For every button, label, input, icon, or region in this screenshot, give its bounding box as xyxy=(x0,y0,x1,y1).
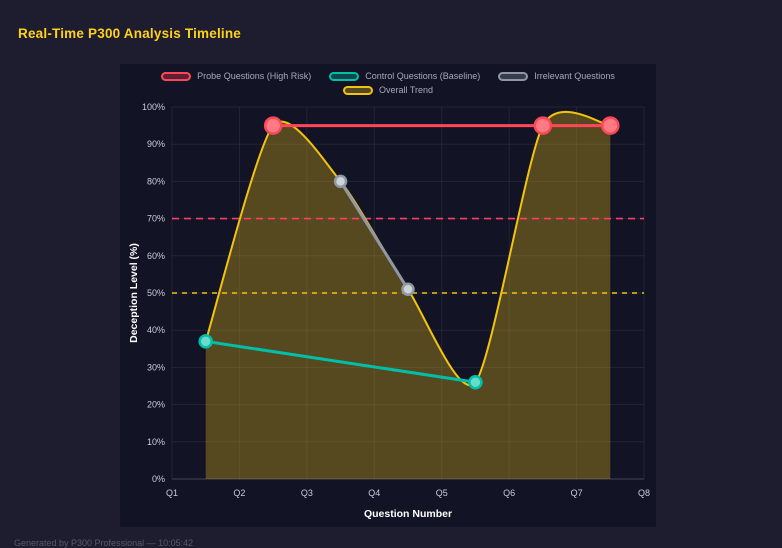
timeline-chart: 0% 10% 20% 30% 40% 50% 60% 70% 80% 90% 100% Q1 Q2 Q3 Q… xyxy=(142,102,650,498)
legend-label: Probe Questions (High Risk) xyxy=(197,71,312,81)
x-axis-tick-label: Q4 xyxy=(368,488,380,498)
page-title: Real-Time P300 Analysis Timeline xyxy=(18,26,242,41)
y-axis-tick-label: 30% xyxy=(147,362,165,372)
legend-swatch xyxy=(161,71,192,81)
y-axis-tick-label: 10% xyxy=(147,437,165,447)
legend-item-probe[interactable]: Probe Questions (High Risk) xyxy=(161,71,311,81)
legend-row-1: Probe Questions (High Risk) Control Ques… xyxy=(161,71,615,81)
x-axis-tick-label: Q5 xyxy=(436,488,448,498)
legend-label: Overall Trend xyxy=(378,85,434,95)
legend-swatch xyxy=(498,71,529,81)
x-axis-tick-label: Q8 xyxy=(638,488,650,498)
x-axis-title: Question Number xyxy=(363,508,453,520)
y-axis-tick-label: 90% xyxy=(147,139,165,149)
legend-row-2: Overall Trend xyxy=(342,85,434,95)
legend-item-trend[interactable]: Overall Trend xyxy=(342,85,434,95)
legend-swatch xyxy=(329,71,360,81)
legend-label: Control Questions (Baseline) xyxy=(365,71,481,81)
legend-swatch xyxy=(342,85,373,95)
series-line xyxy=(204,339,477,384)
legend-item-irrelevant[interactable]: Irrelevant Questions xyxy=(498,71,615,81)
y-axis-tick-label: 0% xyxy=(152,474,165,484)
y-axis-tick-label: 40% xyxy=(147,325,165,335)
series-line xyxy=(339,179,410,291)
y-axis-tick-label: 60% xyxy=(147,251,165,261)
data-point-marker[interactable] xyxy=(468,375,483,390)
x-axis-tick-label: Q3 xyxy=(301,488,313,498)
y-axis-tick-label: 20% xyxy=(147,400,165,410)
data-point-marker[interactable] xyxy=(401,282,415,297)
data-point-marker[interactable] xyxy=(333,174,348,189)
data-point-marker[interactable] xyxy=(198,334,213,349)
x-axis-tick-label: Q6 xyxy=(503,488,515,498)
data-point-marker[interactable] xyxy=(263,116,283,135)
y-axis-tick-label: 100% xyxy=(142,102,165,112)
data-point-marker[interactable] xyxy=(533,116,553,135)
legend-item-control[interactable]: Control Questions (Baseline) xyxy=(329,71,480,81)
x-axis-tick-label: Q7 xyxy=(571,488,583,498)
footer-note: Generated by P300 Professional — 10:05:4… xyxy=(14,538,194,548)
data-point-marker[interactable] xyxy=(601,116,620,135)
y-axis-tick-label: 70% xyxy=(147,214,165,224)
y-axis-tick-label: 80% xyxy=(147,176,165,186)
chart-panel: Probe Questions (High Risk) Control Ques… xyxy=(120,64,656,527)
x-axis-tick-label: Q1 xyxy=(166,488,178,498)
y-axis-tick-label: 50% xyxy=(147,288,165,298)
x-axis-tick-label: Q2 xyxy=(233,488,245,498)
chart-legend: Probe Questions (High Risk) Control Ques… xyxy=(120,71,656,95)
legend-label: Irrelevant Questions xyxy=(534,71,615,81)
